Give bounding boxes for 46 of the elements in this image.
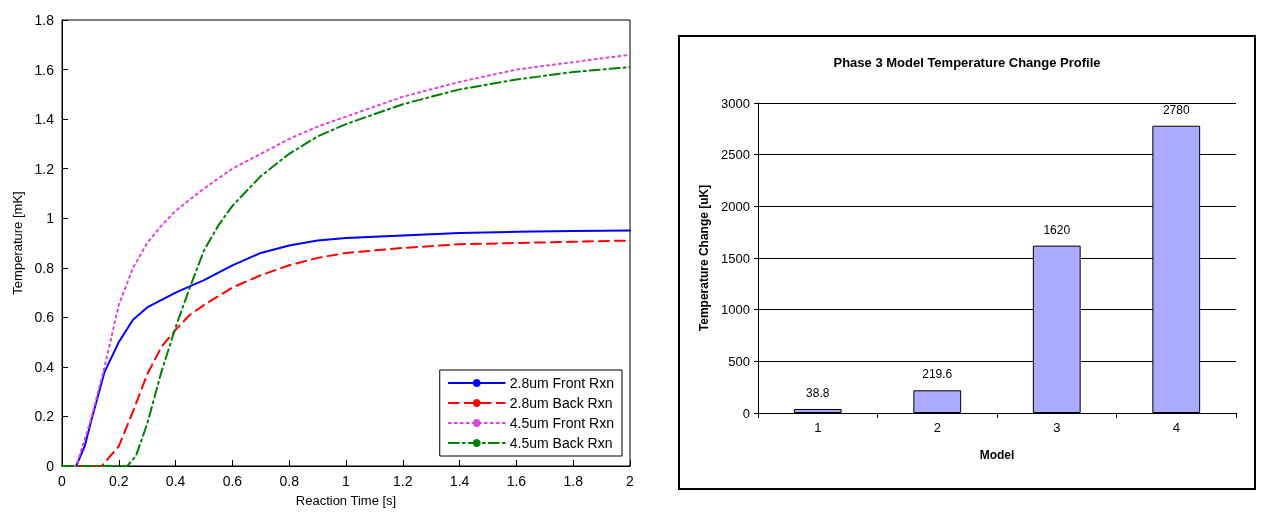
- x-tick-label: 2: [933, 420, 941, 435]
- y-tick-label: 0: [46, 458, 55, 474]
- x-tick-label: 1.8: [563, 473, 584, 489]
- data-label: 1620: [1043, 222, 1071, 237]
- y-tick-label: 1: [46, 210, 55, 227]
- x-tick-label: 2: [626, 473, 635, 489]
- y-tick-label: 0.6: [34, 309, 55, 326]
- x-tick-label: 4: [1172, 420, 1180, 435]
- y-tick-label: 500: [728, 353, 750, 369]
- legend-label: 4.5um Back Rxn: [509, 435, 613, 451]
- y-tick-label: 0.4: [34, 358, 55, 375]
- x-tick-label: 1.6: [506, 473, 527, 489]
- x-tick-label: 3: [1053, 420, 1061, 435]
- bar: [913, 390, 962, 413]
- x-tick-label: 0.8: [279, 473, 300, 489]
- y-tick-label: 1.4: [34, 111, 55, 128]
- y-axis-title: Temperature Change [uK]: [697, 184, 711, 332]
- x-tick-label: 1.4: [449, 473, 470, 489]
- y-tick-label: 3000: [721, 95, 750, 111]
- x-axis-title: Reaction Time [s]: [295, 493, 397, 508]
- y-tick-label: 1.6: [34, 61, 55, 78]
- y-tick-label: 1.2: [34, 160, 55, 177]
- y-tick-label: 1500: [721, 250, 750, 266]
- y-tick-label: 0: [742, 405, 750, 421]
- x-tick-label: 1: [342, 473, 351, 489]
- legend-label: 4.5um Front Rxn: [509, 415, 614, 431]
- bar: [793, 408, 842, 413]
- x-tick-label: 1: [814, 420, 822, 435]
- x-tick-label: 0.2: [109, 473, 129, 489]
- x-tick-label: 0: [58, 473, 67, 489]
- y-tick-label: 2000: [721, 198, 750, 214]
- chart-title: Phase 3 Model Temperature Change Profile: [833, 55, 1101, 70]
- data-label: 219.6: [922, 367, 953, 382]
- x-tick-label: 0.4: [165, 473, 186, 489]
- x-tick-label: 0.6: [222, 473, 243, 489]
- x-tick-label: 1.2: [393, 473, 413, 489]
- legend-label: 2.8um Front Rxn: [509, 375, 614, 391]
- y-tick-label: 0.8: [34, 259, 55, 276]
- legend-label: 2.8um Back Rxn: [509, 395, 613, 411]
- data-label: 38.8: [806, 385, 830, 400]
- x-axis-title: Model: [979, 448, 1015, 462]
- y-tick-label: 1.8: [34, 12, 55, 28]
- y-tick-label: 1000: [721, 302, 750, 318]
- y-axis-title: Temperature [mK]: [9, 191, 25, 295]
- y-tick-label: 2500: [721, 147, 750, 163]
- data-label: 2780: [1162, 102, 1190, 117]
